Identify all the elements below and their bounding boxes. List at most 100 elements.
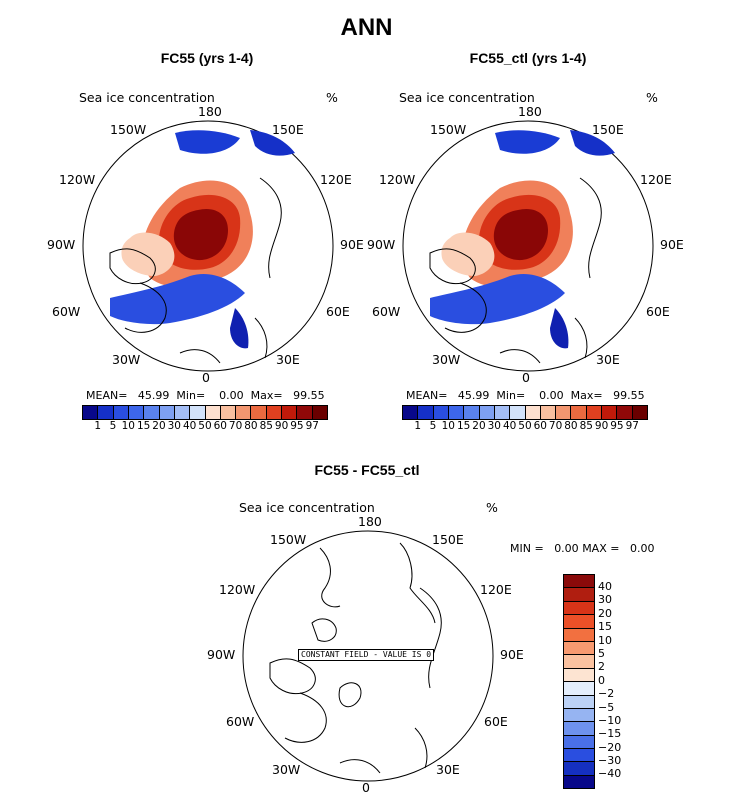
colorbar-tick-label: 70 — [228, 420, 243, 432]
diff-coastlines — [269, 542, 442, 774]
left-lon-90w: 90W — [47, 237, 76, 252]
colorbar-tick-label: 85 — [259, 420, 273, 432]
colorbar-tick-label: −15 — [598, 727, 622, 741]
colorbar-swatch — [464, 406, 480, 419]
colorbar-tick-label: 10 — [598, 633, 612, 647]
left-lon-180: 180 — [198, 104, 222, 119]
left-lon-60e: 60E — [326, 304, 350, 319]
colorbar-swatch — [510, 406, 526, 419]
right-lon-60e: 60E — [646, 304, 670, 319]
colorbar-tick-label: 30 — [487, 420, 501, 432]
diff-lon-60e: 60E — [484, 714, 508, 729]
colorbar-tick-label: 40 — [182, 420, 197, 432]
left-lon-90e: 90E — [340, 237, 364, 252]
colorbar-swatch — [564, 722, 594, 736]
constant-field-note: CONSTANT FIELD - VALUE IS 0 — [298, 649, 435, 661]
colorbar-tick-label: −30 — [598, 754, 622, 768]
colorbar-tick-label: 80 — [564, 420, 578, 432]
colorbar-tick-label: 85 — [579, 420, 593, 432]
colorbar-swatch — [312, 406, 327, 419]
colorbar-swatch — [297, 406, 313, 419]
colorbar-swatch — [190, 406, 206, 419]
colorbar-tick-label: 10 — [441, 420, 455, 432]
right-sea-ice-field — [430, 130, 615, 349]
colorbar-tick-label: 40 — [502, 420, 517, 432]
colorbar-tick-label: 97 — [625, 420, 639, 432]
colorbar-tick-label: 90 — [594, 420, 609, 432]
colorbar-swatch — [98, 406, 114, 419]
colorbar-swatch — [128, 406, 145, 419]
colorbar-swatch — [571, 406, 587, 419]
colorbar-tick-label: −40 — [598, 767, 622, 781]
left-coastlines — [109, 177, 282, 364]
left-colorbar: 1 5 10 15 20 30 40 50 60 70 80 85 90 95 97 — [82, 405, 328, 432]
colorbar-swatch — [564, 695, 594, 709]
colorbar-tick-label: 30 — [598, 593, 612, 607]
right-stats: MEAN= 45.99 Min= 0.00 Max= 99.55 — [406, 389, 645, 402]
diff-lon-30e: 30E — [436, 762, 460, 777]
left-lon-30e: 30E — [276, 352, 300, 367]
colorbar-tick-label: 40 — [598, 580, 612, 593]
colorbar-swatch — [144, 406, 160, 419]
colorbar-tick-label: 15 — [136, 420, 151, 432]
right-colorbar: 1 5 10 15 20 30 40 50 60 70 80 85 90 95 97 — [402, 405, 648, 432]
left-colorbar-swatches — [82, 405, 328, 420]
colorbar-swatch — [403, 406, 419, 419]
colorbar-tick-label: 70 — [548, 420, 563, 432]
colorbar-swatch — [282, 406, 298, 419]
colorbar-tick-label: 30 — [167, 420, 181, 432]
colorbar-swatch — [251, 406, 267, 419]
right-colorbar-labels: 1 5 10 15 20 30 40 50 60 70 80 85 90 95 97 — [410, 420, 640, 432]
left-panel-title: FC55 (yrs 1-4) — [160, 50, 254, 66]
diff-variable-label: Sea ice concentration — [239, 500, 375, 515]
colorbar-tick-label: 5 — [109, 420, 117, 432]
colorbar-swatch — [564, 735, 594, 750]
right-polar-map — [402, 120, 654, 372]
right-variable-label: Sea ice concentration — [399, 90, 535, 105]
left-colorbar-labels: 1 5 10 15 20 30 40 50 60 70 80 85 90 95 97 — [90, 420, 320, 432]
colorbar-tick-label: 50 — [198, 420, 212, 432]
colorbar-tick-label: −20 — [598, 740, 622, 754]
diff-units-label: % — [486, 500, 498, 515]
right-lon-30e: 30E — [596, 352, 620, 367]
colorbar-swatch — [236, 406, 252, 419]
left-variable-label: Sea ice concentration — [79, 90, 215, 105]
diff-lon-90w: 90W — [207, 647, 236, 662]
colorbar-swatch — [448, 406, 465, 419]
colorbar-tick-label: 20 — [152, 420, 166, 432]
colorbar-swatch — [564, 655, 594, 669]
right-coastlines — [429, 177, 602, 364]
colorbar-tick-label: −2 — [598, 687, 615, 701]
colorbar-tick-label: 5 — [429, 420, 437, 432]
left-units-label: % — [326, 90, 338, 105]
colorbar-swatch — [556, 406, 572, 419]
colorbar-swatch — [479, 406, 495, 419]
colorbar-swatch — [564, 588, 594, 602]
colorbar-tick-label: 10 — [121, 420, 135, 432]
left-sea-ice-field — [110, 130, 295, 349]
left-lon-120w: 120W — [59, 172, 96, 187]
diff-panel-title: FC55 - FC55_ctl — [314, 462, 420, 478]
right-lon-90w: 90W — [367, 237, 396, 252]
colorbar-tick-label: 95 — [610, 420, 624, 432]
colorbar-tick-label: 1 — [414, 420, 421, 432]
colorbar-tick-label: 0 — [598, 673, 605, 687]
right-lon-0: 0 — [522, 370, 530, 385]
right-lon-120w: 120W — [379, 172, 416, 187]
colorbar-swatch — [433, 406, 449, 419]
colorbar-tick-label: 15 — [456, 420, 471, 432]
colorbar-tick-label: 80 — [244, 420, 258, 432]
left-lon-60w: 60W — [52, 304, 81, 319]
diff-lon-60w: 60W — [226, 714, 255, 729]
colorbar-swatch — [564, 575, 594, 589]
colorbar-tick-label: 5 — [598, 646, 605, 660]
colorbar-swatch — [564, 601, 594, 616]
colorbar-tick-label: −5 — [598, 700, 615, 714]
right-lon-150w: 150W — [430, 122, 467, 137]
colorbar-swatch — [632, 406, 647, 419]
colorbar-tick-label: 1 — [94, 420, 101, 432]
right-lon-180: 180 — [518, 104, 542, 119]
right-units-label: % — [646, 90, 658, 105]
colorbar-swatch — [617, 406, 633, 419]
right-panel-title: FC55_ctl (yrs 1-4) — [469, 50, 587, 66]
